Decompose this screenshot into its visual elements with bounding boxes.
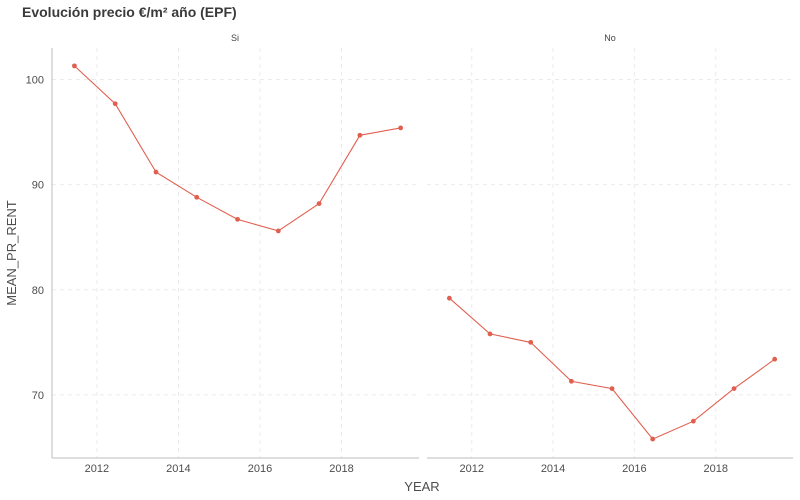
x-tick-label: 2014 [166,463,190,475]
data-point [316,201,322,206]
data-point [72,63,77,69]
x-tick-label: 2018 [703,463,727,475]
data-point [357,132,363,138]
x-tick-label: 2012 [85,463,109,475]
y-tick-label: 80 [32,285,44,297]
data-point [528,339,534,345]
data-point [609,386,615,392]
data-point [398,125,404,131]
data-point [731,386,737,392]
data-point [690,418,696,424]
data-point [487,331,493,337]
y-tick-label: 100 [26,75,44,87]
panel-no: No 2012 2014 2016 2018 [427,33,793,475]
x-tick-label: 2012 [459,463,483,475]
panel-strip-label: No [604,33,616,43]
y-axis-title: MEAN_PR_RENT [4,200,19,306]
y-axis-ticks: 70 80 90 100 [26,75,44,402]
panel-si: Si 2012 2014 2016 2018 [51,33,419,475]
data-point [153,169,159,175]
data-point [568,378,574,384]
x-tick-label: 2014 [541,463,565,475]
x-tick-label: 2016 [248,463,272,475]
data-point [194,194,200,200]
series-line [449,297,776,440]
x-axis-title: YEAR [404,479,439,494]
x-tick-label: 2016 [622,463,646,475]
data-point [446,295,452,301]
series-line [74,65,401,232]
data-point [112,101,118,107]
data-point [772,356,778,362]
data-point [235,216,240,222]
data-point [650,436,656,442]
panel-strip-label: Si [231,33,239,43]
chart-title: Evolución precio €/m² año (EPF) [22,4,237,20]
y-tick-label: 70 [32,390,44,402]
x-tick-label: 2018 [329,463,353,475]
y-tick-label: 90 [32,180,44,192]
data-point [275,228,281,234]
